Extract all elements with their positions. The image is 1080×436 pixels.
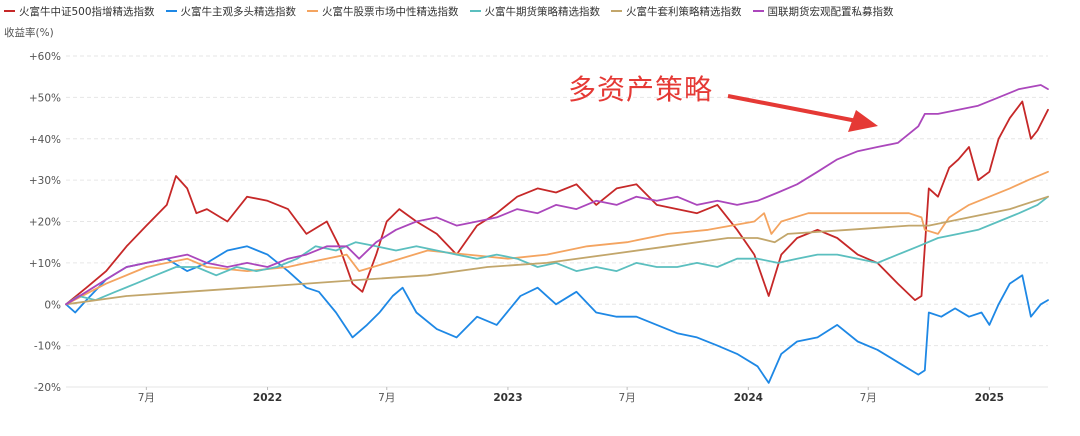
legend-swatch — [611, 10, 623, 12]
series-line-3 — [65, 170, 1049, 306]
y-tick-label: +40% — [29, 134, 61, 146]
y-tick-label: +60% — [29, 51, 61, 63]
chart-legend: 火富牛中证500指增精选指数 火富牛主观多头精选指数 火富牛股票市场中性精选指数 火富… — [4, 3, 905, 19]
legend-label: 火富牛主观多头精选指数 — [180, 5, 297, 18]
legend-item[interactable]: 火富牛期货策略精选指数 — [469, 4, 601, 19]
y-tick-label: +20% — [29, 217, 61, 229]
x-tick-label: 2024 — [734, 392, 763, 404]
legend-label: 火富牛中证500指增精选指数 — [19, 5, 155, 18]
annotation-arrow-head — [848, 110, 878, 132]
legend-item[interactable]: 火富牛主观多头精选指数 — [165, 4, 297, 19]
legend-item[interactable]: 火富牛股票市场中性精选指数 — [307, 4, 459, 19]
legend-label: 火富牛期货策略精选指数 — [484, 5, 601, 18]
series-line-6 — [65, 84, 1049, 306]
legend-swatch — [752, 10, 764, 12]
series-line-2 — [65, 245, 1049, 384]
legend-swatch — [307, 10, 319, 12]
legend-swatch — [469, 10, 481, 12]
y-axis-unit-label: 收益率(%) — [4, 27, 54, 39]
legend-label: 火富牛套利策略精选指数 — [626, 5, 742, 18]
legend-item[interactable]: 火富牛中证500指增精选指数 — [4, 4, 155, 19]
x-tick-label: 2022 — [253, 392, 282, 404]
legend-swatch — [165, 10, 177, 12]
x-tick-label: 7月 — [619, 392, 636, 404]
legend-item[interactable]: 火富牛套利策略精选指数 — [611, 4, 742, 19]
y-tick-label: -20% — [34, 382, 61, 394]
legend-swatch — [4, 10, 15, 12]
x-tick-label: 7月 — [138, 392, 155, 404]
x-tick-label: 2025 — [975, 392, 1004, 404]
annotation-text: 多资产策略 — [568, 73, 714, 106]
legend-label: 国联期货宏观配置私募指数 — [767, 5, 894, 18]
series-line-4 — [65, 195, 1049, 306]
y-tick-label: -10% — [34, 341, 61, 353]
series-line-1 — [65, 100, 1049, 306]
y-tick-label: +50% — [29, 92, 61, 104]
x-tick-label: 7月 — [860, 392, 877, 404]
series-line-5 — [65, 195, 1049, 306]
annotation-arrow-shaft — [727, 94, 863, 124]
legend-item[interactable]: 国联期货宏观配置私募指数 — [752, 4, 894, 19]
y-tick-label: +30% — [29, 175, 61, 187]
x-tick-label: 2023 — [493, 392, 522, 404]
legend-label: 火富牛股票市场中性精选指数 — [322, 5, 459, 18]
y-tick-label: +10% — [29, 258, 61, 270]
x-tick-label: 7月 — [378, 392, 395, 404]
y-tick-label: 0% — [44, 299, 61, 311]
